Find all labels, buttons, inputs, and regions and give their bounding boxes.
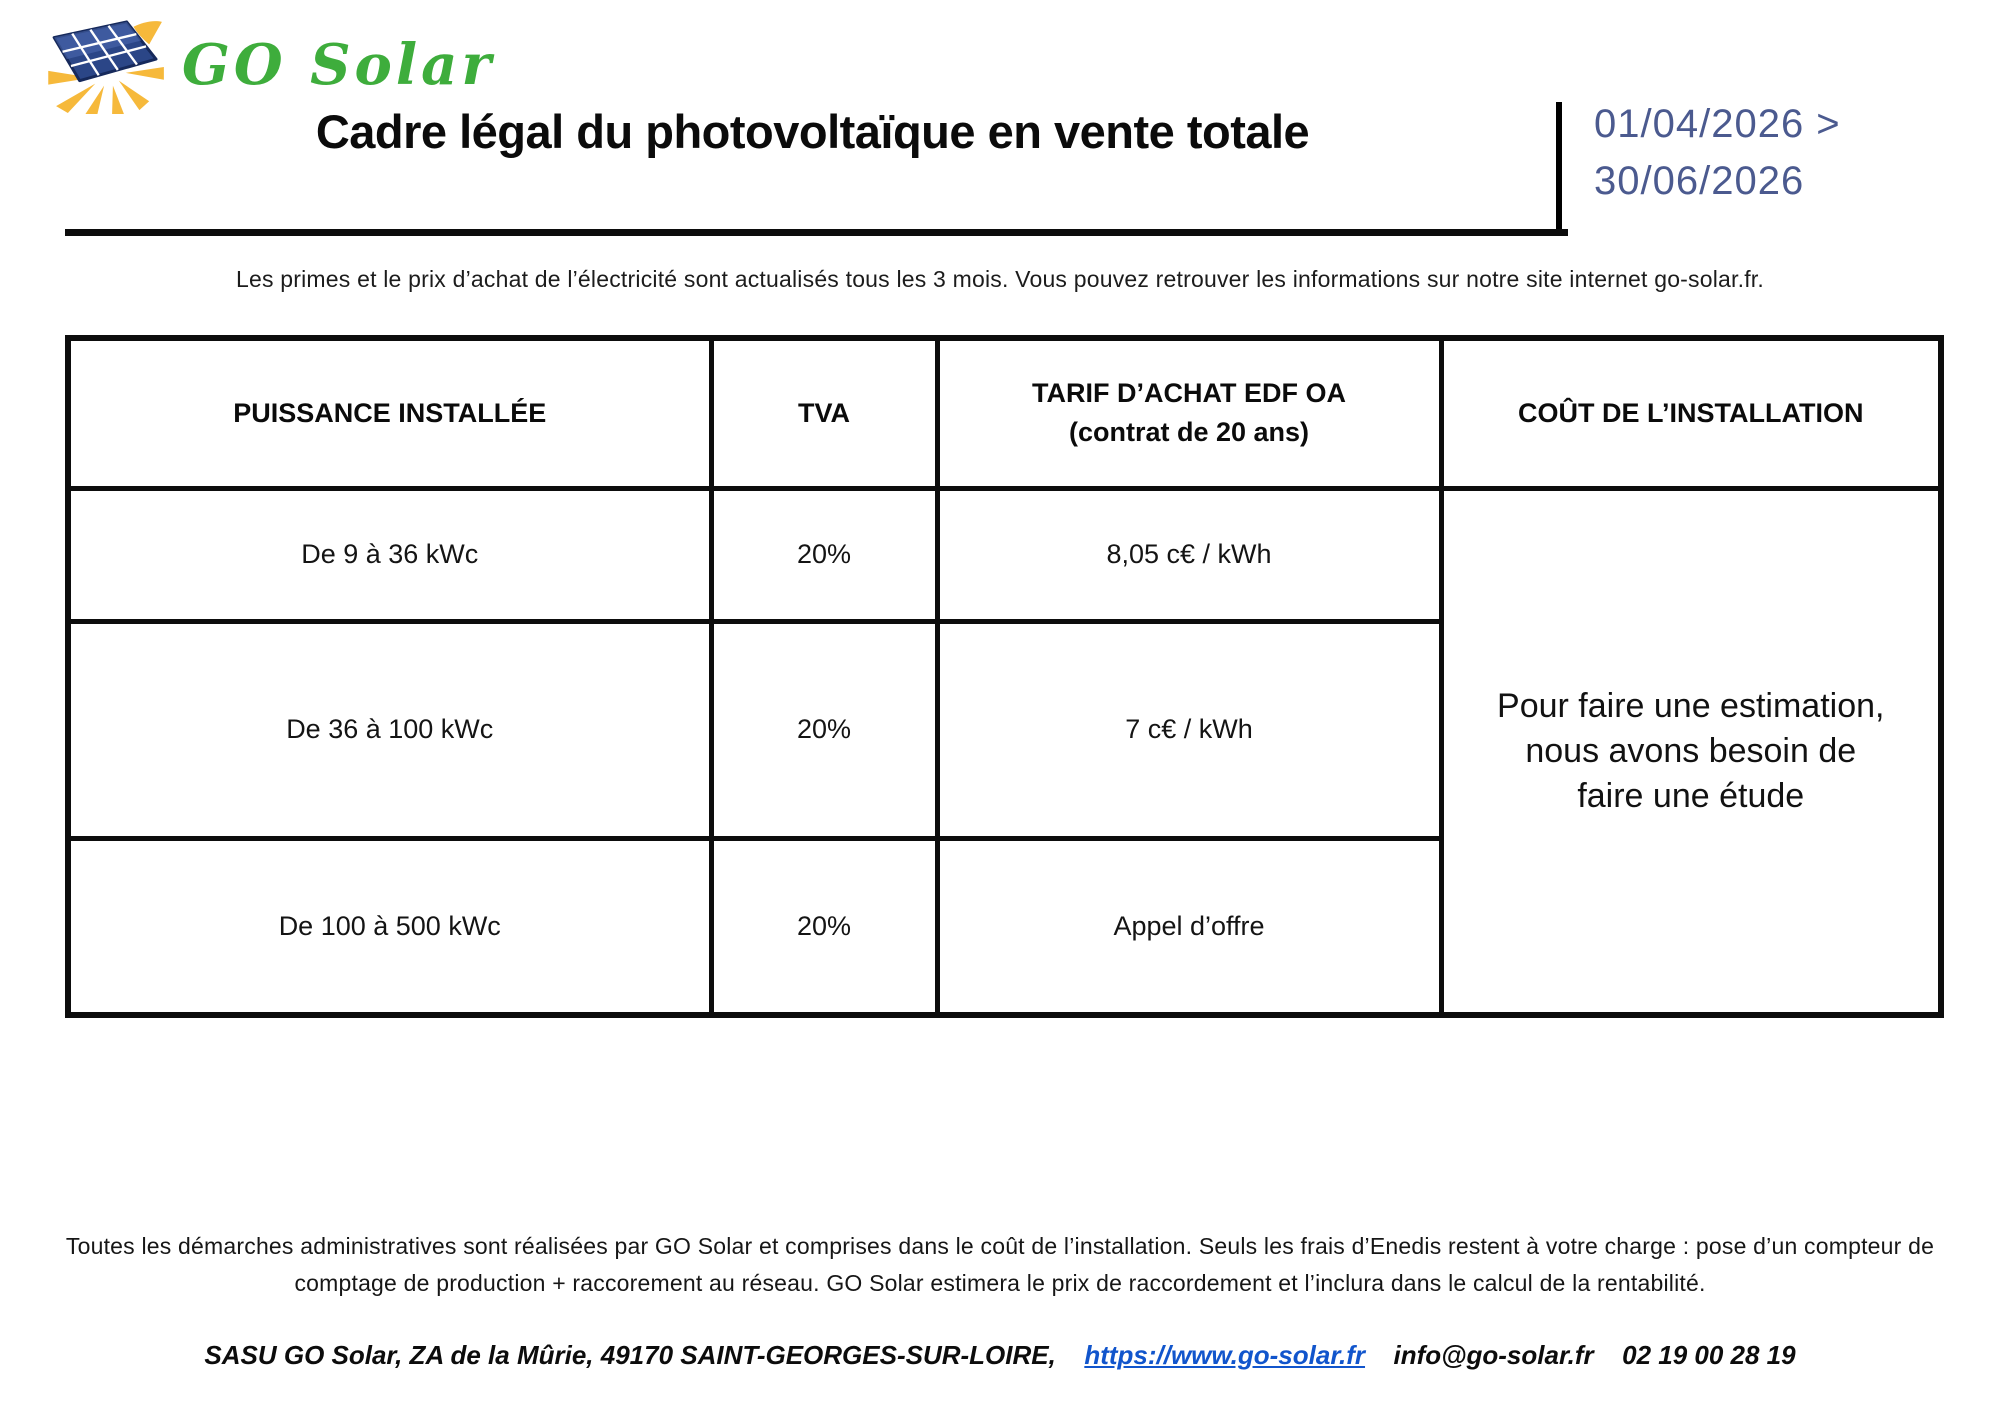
page-title: Cadre légal du photovoltaïque en vente t… <box>315 105 1310 158</box>
intro-text: Les primes et le prix d’achat de l’élect… <box>236 266 1764 292</box>
title-underline-rule <box>65 229 1568 236</box>
brand-name: GO Solar <box>182 32 495 98</box>
brand-logo: GO Solar <box>40 16 495 114</box>
admin-note: Toutes les démarches administratives son… <box>65 1233 1935 1296</box>
contact-line: SASU GO Solar, ZA de la Mûrie, 49170 SAI… <box>0 1340 2000 1371</box>
header-cout: COÛT DE L’INSTALLATION <box>1438 335 1944 491</box>
period-start: 01/04/2026 > <box>1594 102 1841 146</box>
website-link[interactable]: https://www.go-solar.fr <box>1084 1340 1366 1370</box>
validity-period: 01/04/2026 > 30/06/2026 <box>1594 96 1974 210</box>
table-header-row: PUISSANCE INSTALLÉE TVA TARIF D’ACHAT ED… <box>65 335 1944 491</box>
table-row: De 36 à 100 kWc 20% 7 c€ / kWh <box>65 618 1941 841</box>
contact-email: info@go-solar.fr <box>1393 1340 1594 1370</box>
period-divider-bar <box>1556 102 1562 232</box>
cell-tva: 20% <box>708 835 940 1018</box>
contact-phone: 02 19 00 28 19 <box>1622 1340 1796 1370</box>
table-row: De 100 à 500 kWc 20% Appel d’offre <box>65 835 1941 1018</box>
header-puissance: PUISSANCE INSTALLÉE <box>65 335 714 491</box>
header-tva: TVA <box>708 335 940 491</box>
cell-tarif: 8,05 c€ / kWh <box>934 485 1444 624</box>
table-row: De 9 à 36 kWc 20% 8,05 c€ / kWh Pour fai… <box>65 485 1944 1018</box>
cell-puissance: De 36 à 100 kWc <box>65 618 714 841</box>
company-address: SASU GO Solar, ZA de la Mûrie, 49170 SAI… <box>204 1340 1056 1370</box>
cell-tarif: Appel d’offre <box>934 835 1444 1018</box>
header-tarif-line2: (contrat de 20 ans) <box>1068 417 1310 448</box>
header-tarif: TARIF D’ACHAT EDF OA (contrat de 20 ans) <box>934 335 1444 491</box>
cell-tva: 20% <box>708 485 940 624</box>
cell-puissance: De 100 à 500 kWc <box>65 835 714 1018</box>
cell-cout-note: Pour faire une estimation, nous avons be… <box>1438 485 1944 1018</box>
solar-panel-sun-icon <box>48 20 164 114</box>
rates-table: PUISSANCE INSTALLÉE TVA TARIF D’ACHAT ED… <box>65 335 1944 1018</box>
cell-puissance: De 9 à 36 kWc <box>65 485 714 624</box>
period-end: 30/06/2026 <box>1594 158 1805 203</box>
cell-tarif: 7 c€ / kWh <box>934 618 1444 841</box>
cell-tva: 20% <box>708 618 940 841</box>
header-tarif-line1: TARIF D’ACHAT EDF OA <box>1032 378 1346 409</box>
